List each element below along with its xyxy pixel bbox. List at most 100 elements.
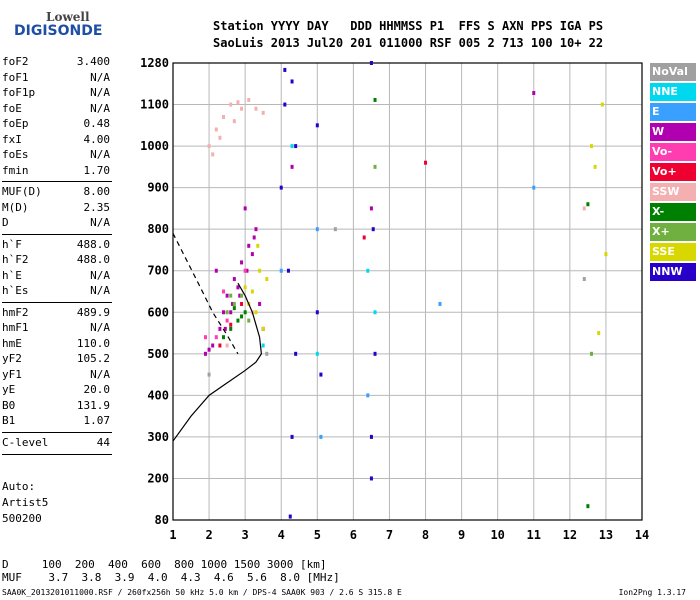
param-label: foF1p (2, 86, 36, 99)
param-row: h`Es N/A (2, 284, 110, 298)
data-point (222, 310, 226, 315)
param-value: N/A (90, 148, 110, 161)
param-row: foEs N/A (2, 148, 110, 162)
param-label: yF2 (2, 352, 22, 365)
x-tick-label: 6 (350, 528, 357, 542)
data-point (232, 277, 236, 282)
param-label: fxI (2, 132, 22, 146)
param-label: foEp (2, 117, 29, 130)
data-point (593, 164, 597, 169)
y-tick-label: 1280 (140, 56, 169, 70)
x-tick-label: 4 (278, 528, 285, 542)
autoscaling-info: Auto: Artist5 500200 (2, 479, 48, 527)
param-value: 3.400 (76, 55, 110, 68)
data-point (261, 326, 265, 331)
param-label: h`Es (2, 284, 29, 297)
data-point (256, 243, 260, 248)
data-point (229, 326, 233, 331)
data-point (243, 285, 247, 290)
footer-info: SAA0K_2013201011000.RSF / 260fx256h 50 k… (2, 588, 402, 597)
data-point (231, 301, 235, 306)
station-header: Station YYYY DAY DDD HHMMSS P1 FFS S AXN… (213, 18, 603, 52)
param-value: N/A (90, 268, 110, 282)
y-tick-label: 300 (147, 430, 169, 444)
data-point (315, 310, 319, 315)
param-value: N/A (90, 70, 110, 84)
param-value: 44 (96, 435, 110, 449)
param-value: 4.00 (83, 132, 111, 146)
data-point (207, 372, 211, 377)
data-point (207, 347, 211, 352)
x-tick-label: 5 (314, 528, 321, 542)
param-label: B0 (2, 398, 16, 412)
data-point (247, 97, 251, 102)
data-point (203, 351, 207, 356)
legend-item: SSE (650, 243, 696, 261)
data-point (333, 227, 337, 232)
param-value: N/A (90, 101, 110, 115)
param-label: D (2, 216, 9, 229)
param-value: 8.00 (83, 185, 111, 198)
param-row: foEp 0.48 (2, 117, 110, 131)
plot-frame (172, 62, 643, 521)
auto-line1: Auto: (2, 480, 36, 493)
data-point (290, 164, 294, 169)
data-point (290, 434, 294, 439)
param-row: hmF2 489.9 (2, 306, 110, 320)
logo-line2: DIGISONDE (14, 23, 103, 39)
data-point (232, 301, 236, 306)
legend-item: SSW (650, 183, 696, 201)
param-value: N/A (90, 284, 110, 297)
header-line2: SaoLuis 2013 Jul20 201 011000 RSF 005 2 … (213, 36, 604, 50)
data-point (229, 322, 233, 327)
param-label: h`F2 (2, 253, 29, 266)
param-row: fxI 4.00 (2, 133, 110, 147)
y-tick-label: 500 (147, 347, 169, 361)
data-point (315, 351, 319, 356)
x-tick-label: 10 (490, 528, 504, 542)
param-row: foF1p N/A (2, 86, 110, 100)
data-point (294, 144, 298, 149)
data-point (532, 91, 536, 96)
data-point (258, 301, 262, 306)
data-point (371, 227, 375, 232)
legend-item: NoVal (650, 63, 696, 81)
data-point (225, 318, 229, 323)
param-value: N/A (90, 367, 110, 381)
data-point (223, 326, 227, 331)
param-label: h`E (2, 268, 22, 282)
param-value: 2.35 (83, 200, 111, 214)
param-value: 105.2 (76, 352, 110, 365)
x-tick-label: 8 (422, 528, 429, 542)
trace-line (172, 233, 239, 355)
legend-item: NNE (650, 83, 696, 101)
data-point (252, 235, 256, 240)
param-row: h`F2 488.0 (2, 253, 110, 267)
param-label: yF1 (2, 367, 22, 381)
data-point (589, 144, 593, 149)
data-point (366, 393, 370, 398)
param-value: 131.9 (76, 398, 110, 412)
y-tick-label: 200 (147, 471, 169, 485)
data-point (283, 67, 287, 72)
data-point (236, 285, 240, 290)
data-point (265, 351, 269, 356)
data-point (366, 268, 370, 273)
data-point (438, 301, 442, 306)
data-point (225, 293, 229, 298)
data-point (265, 277, 269, 282)
y-tick-label: 900 (147, 181, 169, 195)
param-row: fmin 1.70 (2, 164, 110, 178)
data-point (218, 343, 222, 348)
legend-item: Vo- (650, 143, 696, 161)
data-point (290, 79, 294, 84)
legend-item: W (650, 123, 696, 141)
y-tick-label: 1000 (140, 139, 169, 153)
param-label: foF1 (2, 70, 29, 84)
param-row: hmF1 N/A (2, 321, 110, 335)
data-point (247, 318, 251, 323)
x-tick-label: 7 (386, 528, 393, 542)
data-point (254, 227, 258, 232)
data-point (243, 268, 247, 273)
param-label: M(D) (2, 200, 29, 214)
